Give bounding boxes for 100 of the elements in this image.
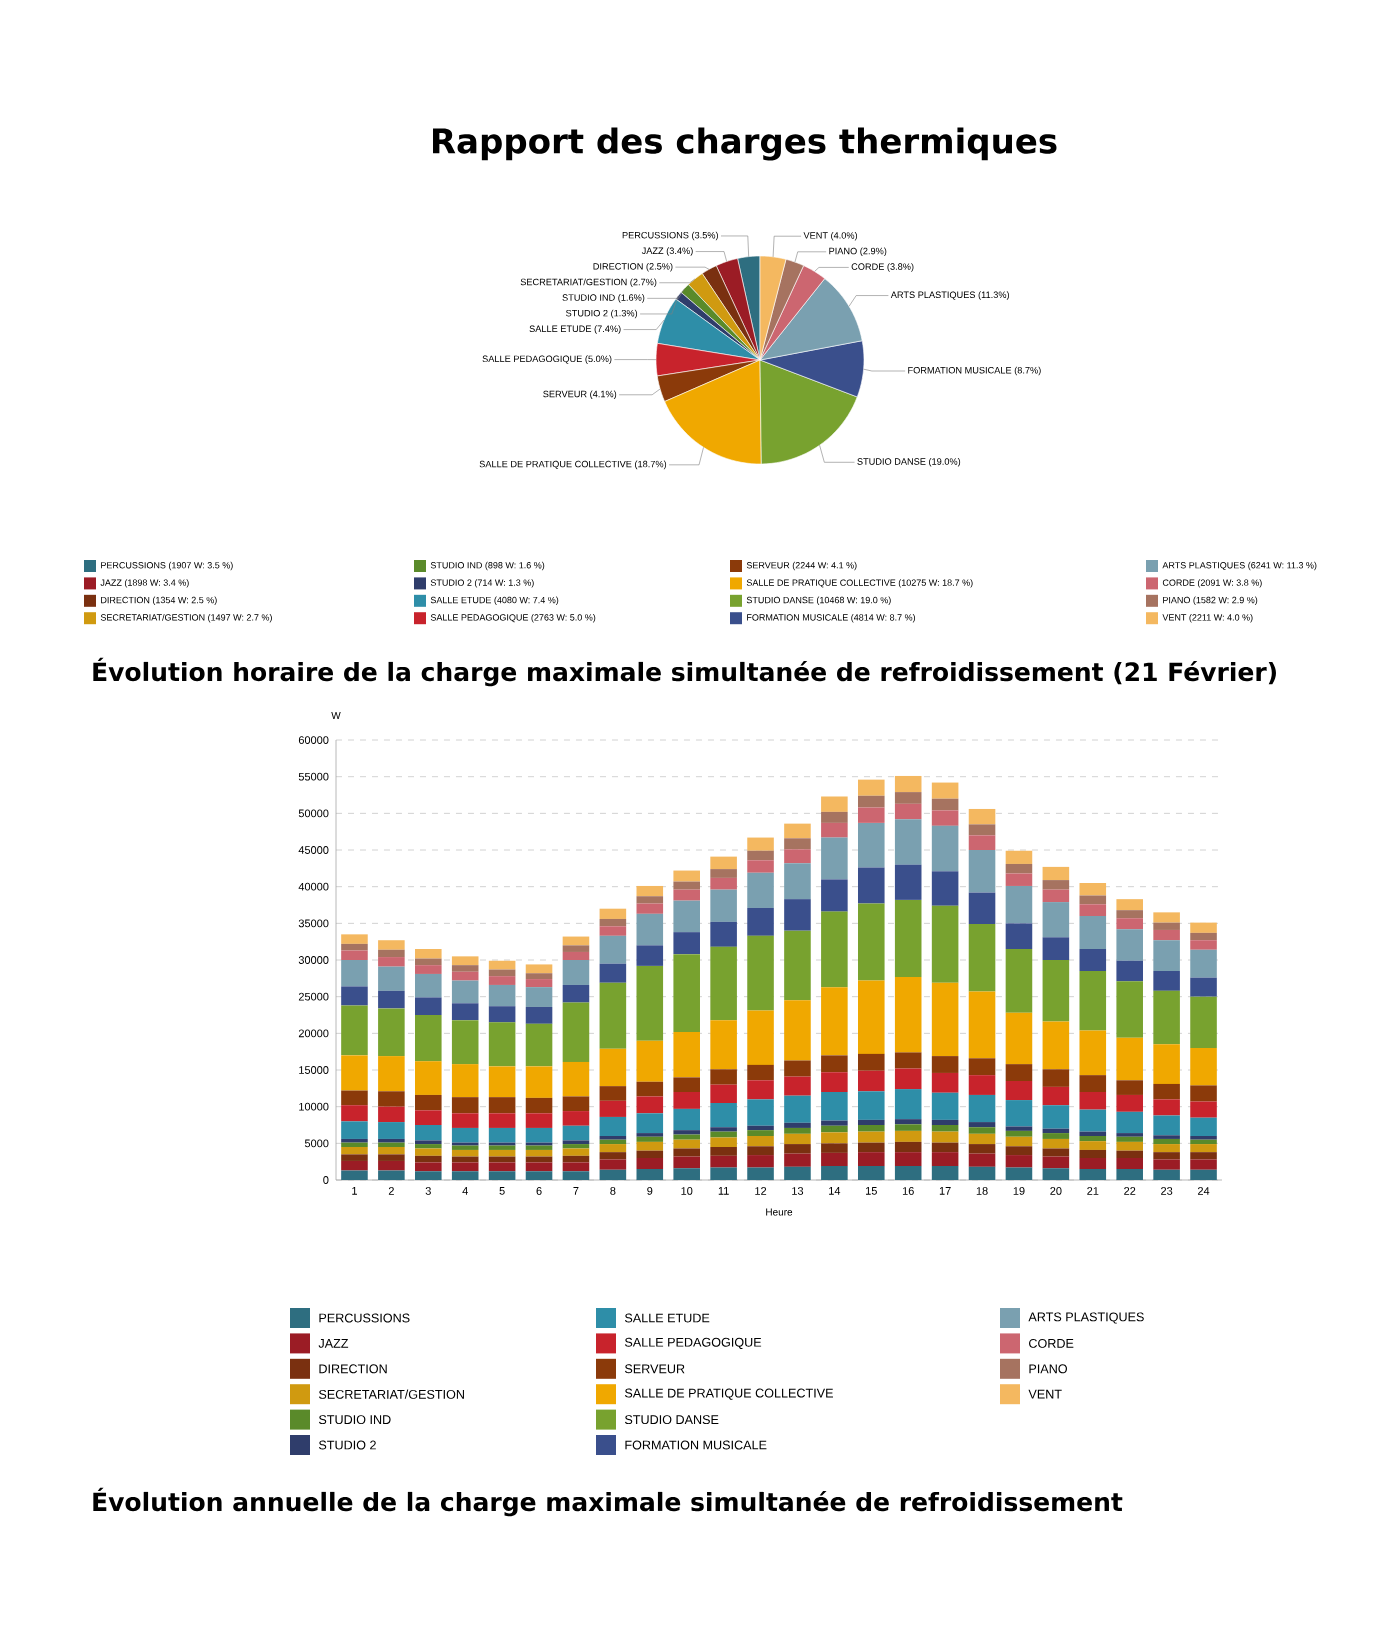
bar: [636, 903, 664, 914]
bar: [341, 960, 368, 987]
bar: [858, 1070, 885, 1092]
bar: [636, 1150, 664, 1159]
bar: [451, 1003, 479, 1021]
bar: [673, 954, 700, 1032]
bar: [451, 1149, 479, 1157]
bar: [1005, 885, 1033, 924]
bar: [673, 1092, 700, 1109]
bar: [1153, 971, 1180, 991]
bar: [858, 903, 885, 981]
bar: [894, 1166, 922, 1181]
bar: [858, 1119, 885, 1126]
bar: [894, 803, 922, 820]
bar: [894, 819, 922, 865]
bar: [1153, 1138, 1180, 1145]
bar: [341, 943, 368, 951]
bar: [378, 1160, 405, 1171]
bar: [488, 1066, 516, 1098]
bar: [1042, 1156, 1070, 1169]
bar: [710, 877, 737, 890]
bar: [451, 1097, 479, 1114]
bar: [599, 926, 627, 936]
bar: [1042, 960, 1070, 1022]
bar: [488, 960, 516, 970]
bar: [1042, 889, 1070, 903]
bar: [858, 779, 885, 796]
bar: [488, 1006, 516, 1023]
bar: [1153, 1115, 1180, 1136]
bar: [931, 1166, 959, 1181]
bar: [599, 1144, 627, 1153]
bar: [821, 837, 848, 880]
text: Évolution annuelle de la charge maximale simultanée de refroidissement: [93, 1487, 1123, 1517]
bar: [710, 1137, 737, 1148]
bar: [636, 1096, 664, 1114]
bar: [636, 945, 664, 966]
bar: [858, 1091, 885, 1120]
bar: [894, 1068, 922, 1090]
bar: [415, 1094, 442, 1111]
bar: [525, 979, 553, 988]
bar: [488, 976, 516, 985]
bar: [415, 1162, 442, 1172]
bar: [1190, 932, 1217, 941]
bar: [451, 1020, 479, 1065]
bar: [636, 1040, 664, 1082]
bar: [784, 1144, 811, 1154]
bar: [931, 782, 959, 799]
bar: [599, 982, 627, 1049]
bar: [968, 1153, 996, 1167]
bar: [821, 1055, 848, 1073]
bar: [747, 1146, 774, 1156]
bar: [1079, 904, 1107, 917]
bar: [599, 1116, 627, 1137]
bar: [415, 1155, 442, 1163]
bar: [821, 911, 848, 988]
bar: [525, 964, 553, 974]
bar: [1116, 929, 1143, 961]
bar: [636, 896, 664, 904]
bar: [1005, 1155, 1033, 1168]
bar: [562, 951, 590, 961]
bar: [599, 918, 627, 927]
bar: [821, 1166, 848, 1181]
bar: [894, 864, 922, 900]
bar: [821, 1072, 848, 1093]
bar: [710, 921, 737, 947]
bar: [710, 1167, 737, 1181]
bar: [1116, 1150, 1143, 1159]
bar: [341, 986, 368, 1006]
bar: [562, 1002, 590, 1062]
bar: [562, 960, 590, 985]
bar: [784, 1000, 811, 1061]
bar: [1079, 883, 1107, 896]
bar: [562, 1096, 590, 1112]
bar: [1042, 1148, 1070, 1157]
bar: [1116, 981, 1143, 1038]
bar: [747, 837, 774, 851]
bar: [415, 1061, 442, 1095]
bar: [525, 1066, 553, 1098]
bar: [968, 808, 996, 825]
bar: [784, 1133, 811, 1145]
bar: [1116, 1111, 1143, 1134]
bar: [378, 949, 405, 958]
bar: [636, 1158, 664, 1170]
bar: [562, 1171, 590, 1181]
bar: [1079, 1141, 1107, 1150]
bar: [378, 940, 405, 950]
bar: [710, 869, 737, 878]
bar: [673, 1168, 700, 1181]
bar: [858, 1142, 885, 1153]
bar: [968, 1075, 996, 1095]
bar: [525, 987, 553, 1007]
bar: [341, 1121, 368, 1139]
bar: [1116, 1136, 1143, 1142]
bar: [710, 1103, 737, 1128]
bar: [562, 1061, 590, 1097]
bar: [341, 950, 368, 961]
bar: [562, 1148, 590, 1156]
bar: [747, 850, 774, 861]
bar: [968, 1127, 996, 1134]
bar: [784, 1122, 811, 1128]
